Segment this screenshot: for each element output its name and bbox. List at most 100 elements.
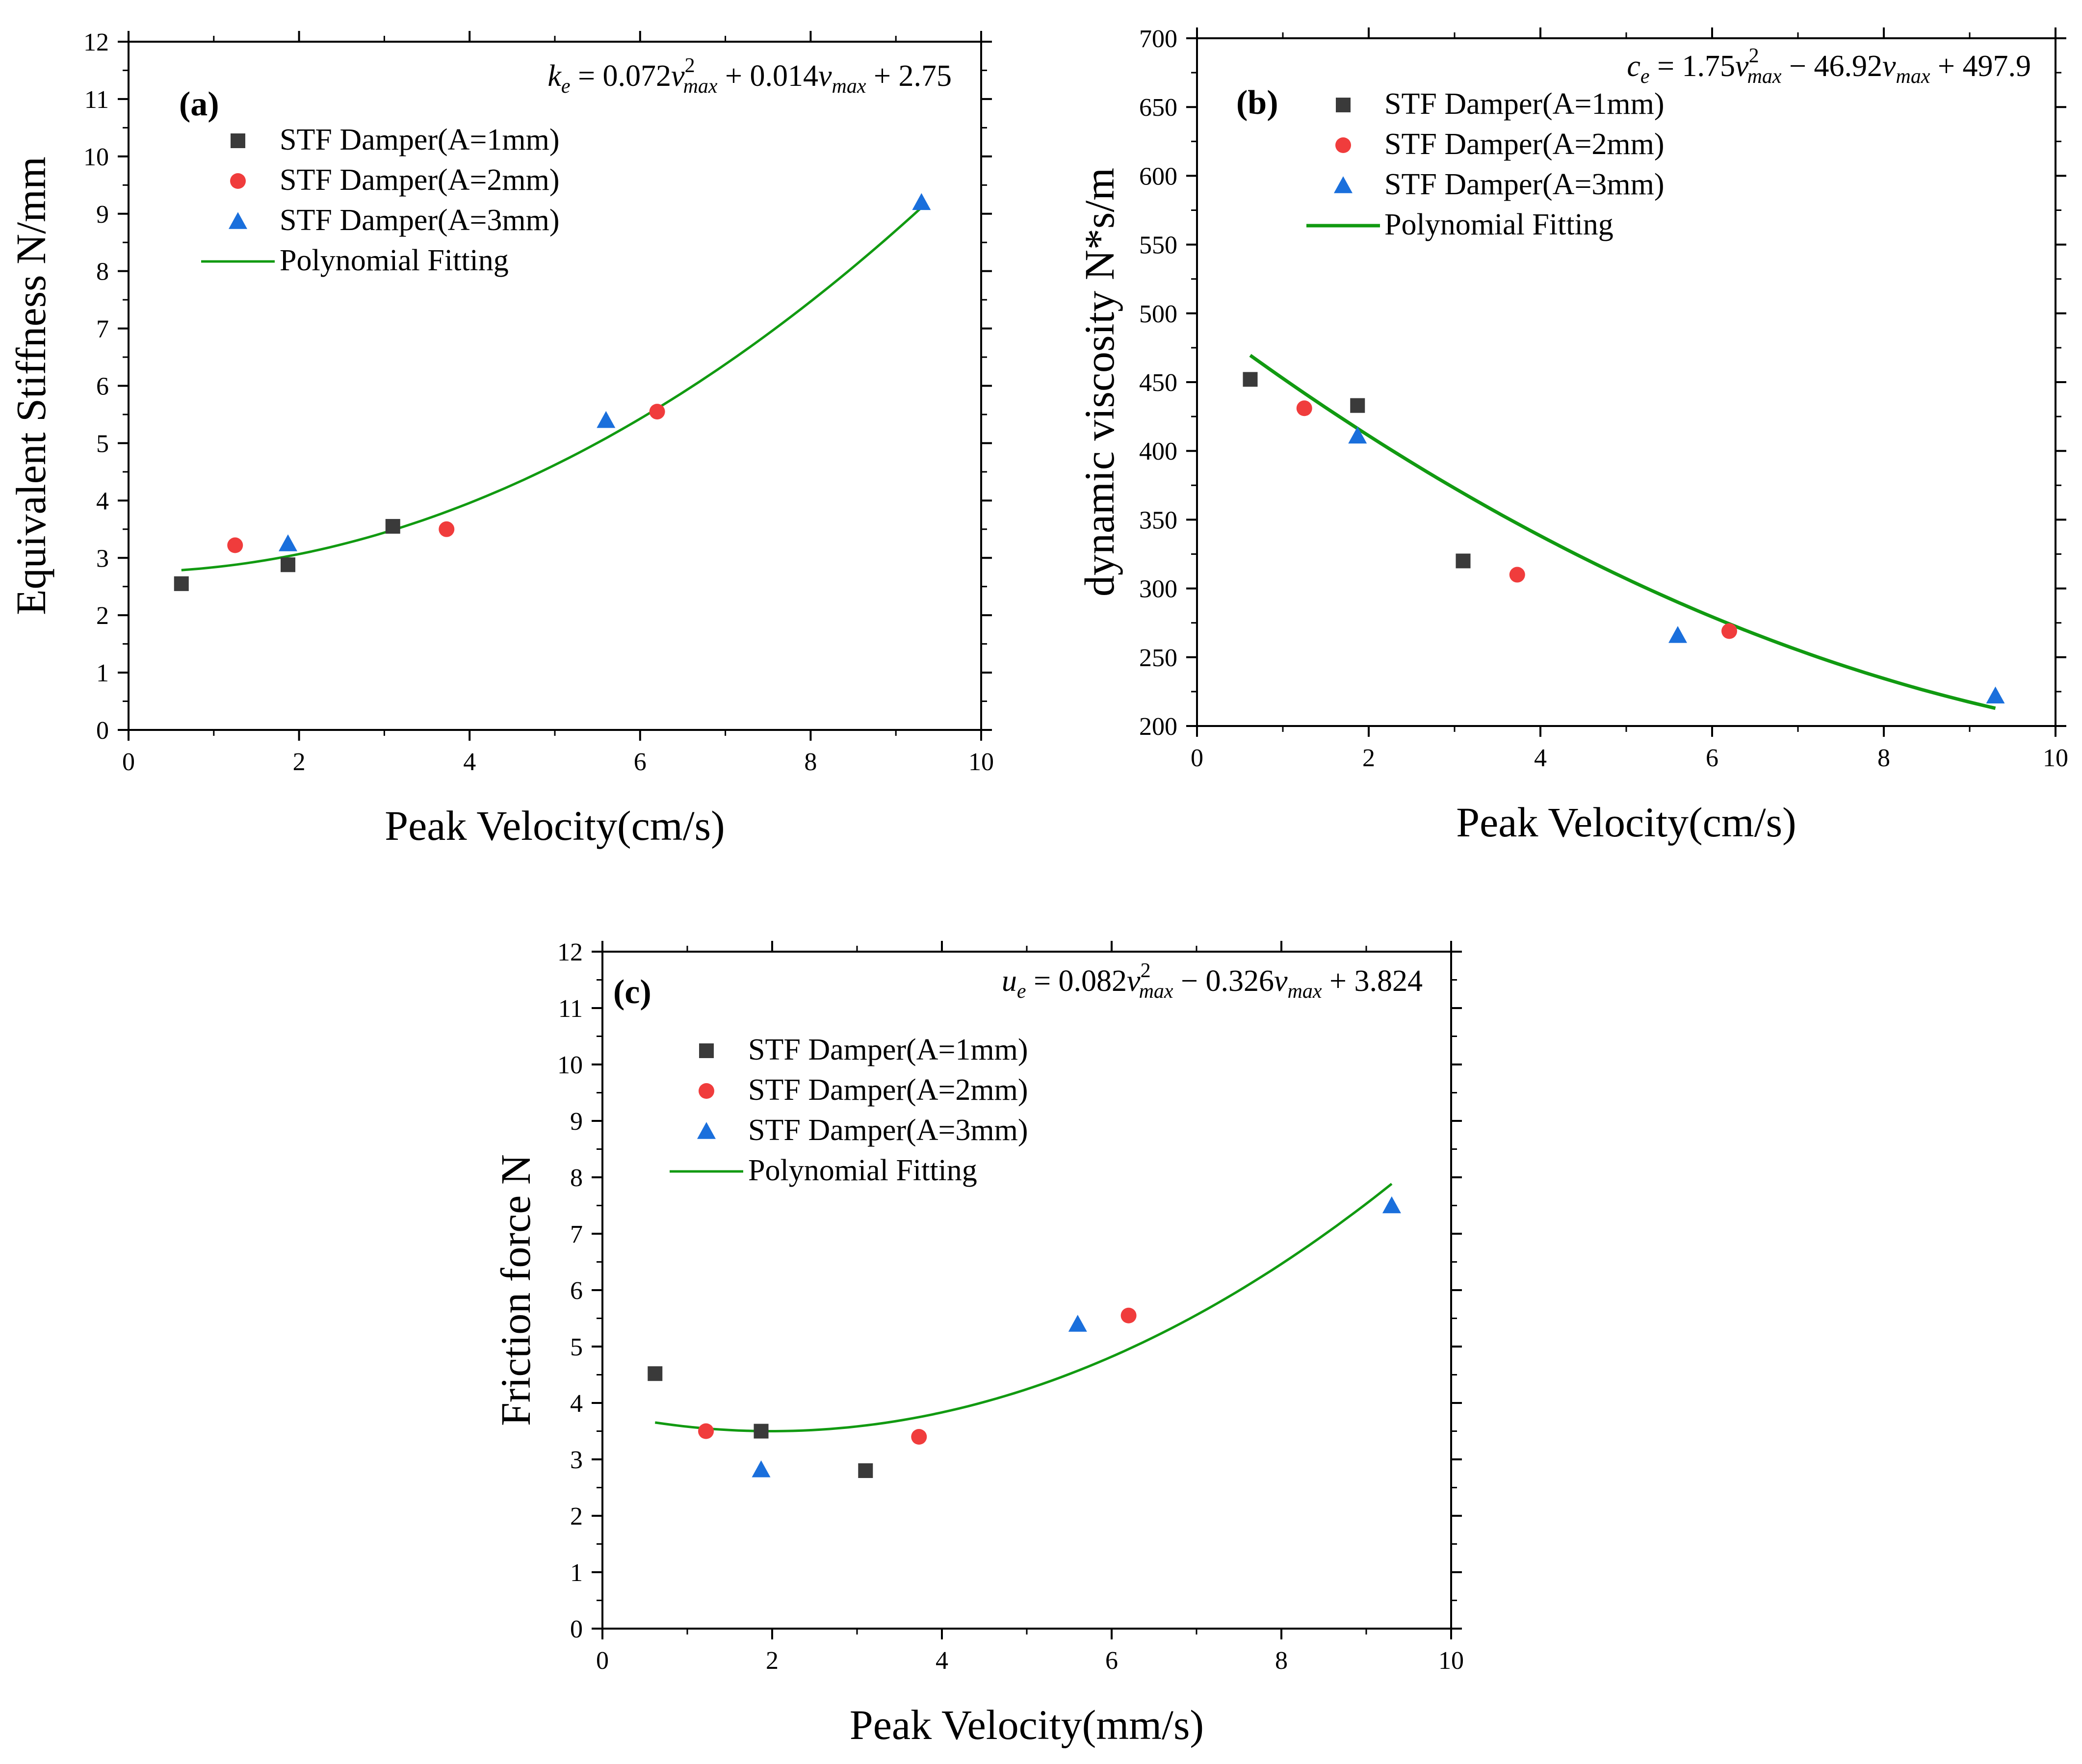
- y-tick-label: 3: [570, 1446, 583, 1474]
- data-point-series-3: [752, 1460, 771, 1478]
- y-tick-label: 12: [83, 28, 109, 56]
- equation-part: =: [571, 59, 603, 93]
- y-tick-label: 5: [96, 430, 109, 458]
- y-tick-label: 6: [570, 1277, 583, 1305]
- equation-part: max: [832, 75, 866, 98]
- y-tick-label: 4: [570, 1390, 583, 1418]
- data-point-series-3: [912, 193, 931, 210]
- legend-marker-series-2: [1335, 137, 1351, 153]
- data-point-series-2: [649, 404, 665, 420]
- panel-label: (b): [1236, 84, 1278, 122]
- legend-label-series-2: STF Damper(A=2mm): [280, 163, 560, 197]
- data-point-series-1: [648, 1366, 663, 1381]
- legend-marker-series-1: [699, 1043, 714, 1058]
- y-tick-label: 500: [1139, 300, 1177, 328]
- data-point-series-2: [1296, 400, 1312, 416]
- y-tick-label: 400: [1139, 438, 1177, 466]
- x-axis-title: Peak Velocity(mm/s): [850, 1701, 1204, 1748]
- y-tick-label: 8: [96, 258, 109, 286]
- x-tick-label: 10: [968, 748, 994, 776]
- legend-marker-series-2: [230, 173, 246, 189]
- equation-part: max: [1747, 65, 1782, 88]
- y-tick-label: 10: [83, 143, 109, 171]
- panel-label: (a): [179, 85, 219, 123]
- legend-label-series-3: STF Damper(A=3mm): [1384, 168, 1665, 201]
- data-point-series-2: [1721, 623, 1737, 639]
- data-point-series-3: [1068, 1315, 1087, 1332]
- legend-label-series-1: STF Damper(A=1mm): [280, 123, 560, 156]
- y-tick-label: 5: [570, 1333, 583, 1361]
- legend-label-series-2: STF Damper(A=2mm): [1384, 128, 1665, 161]
- y-axis-title: Equivalent Stiffness N/mm: [7, 156, 54, 615]
- equation-part: max: [1896, 65, 1930, 88]
- y-tick-label: 1: [570, 1559, 583, 1587]
- equation-part: − 46.92: [1782, 50, 1882, 83]
- data-point-series-3: [1668, 626, 1687, 643]
- y-tick-label: 12: [557, 938, 583, 966]
- data-point-series-1: [1456, 553, 1471, 569]
- equation-part: + 2.75: [866, 59, 952, 93]
- data-point-series-1: [858, 1463, 873, 1478]
- legend-label-fit: Polynomial Fitting: [748, 1154, 977, 1187]
- x-tick-label: 0: [596, 1647, 609, 1675]
- legend-marker-series-3: [1334, 176, 1353, 193]
- equation-part: e: [561, 75, 571, 98]
- equation-part: c: [1627, 50, 1640, 83]
- data-point-series-2: [698, 1423, 714, 1439]
- x-tick-label: 6: [634, 748, 647, 776]
- data-point-series-2: [439, 521, 455, 537]
- y-tick-label: 2: [96, 602, 109, 630]
- equation-part: + 0.014: [718, 59, 818, 93]
- data-point-series-1: [281, 557, 296, 572]
- fit-equation: ce = 1.75v2 max − 46.92vmax + 497.9: [1627, 45, 2031, 88]
- x-tick-label: 10: [2043, 744, 2068, 772]
- y-tick-label: 6: [96, 373, 109, 401]
- equation-part: =: [1026, 964, 1059, 998]
- data-point-series-2: [1509, 567, 1525, 583]
- y-tick-label: 9: [570, 1108, 583, 1136]
- legend-label-series-2: STF Damper(A=2mm): [748, 1073, 1028, 1107]
- x-tick-label: 8: [1275, 1647, 1288, 1675]
- equation-part: 0.082: [1059, 964, 1127, 998]
- equation-part: v: [1735, 50, 1749, 83]
- y-tick-label: 0: [96, 717, 109, 745]
- legend-marker-series-1: [1336, 98, 1351, 112]
- x-tick-label: 8: [1877, 744, 1890, 772]
- y-tick-label: 11: [84, 86, 109, 114]
- data-point-series-3: [1382, 1196, 1401, 1214]
- y-tick-label: 0: [570, 1615, 583, 1643]
- fit-curve: [181, 207, 922, 571]
- equation-part: 2: [1141, 960, 1151, 982]
- x-tick-label: 10: [1438, 1647, 1464, 1675]
- data-point-series-1: [1243, 372, 1258, 387]
- x-tick-label: 0: [122, 748, 135, 776]
- equation-part: − 0.326: [1173, 964, 1274, 998]
- y-tick-label: 11: [558, 995, 583, 1023]
- y-tick-label: 4: [96, 487, 109, 515]
- y-tick-label: 450: [1139, 369, 1177, 397]
- legend-marker-series-3: [697, 1122, 716, 1139]
- fit-curve: [654, 1183, 1393, 1432]
- equation-part: u: [1002, 964, 1017, 998]
- y-tick-label: 10: [557, 1051, 583, 1079]
- equation-part: k: [547, 59, 562, 93]
- data-point-series-1: [385, 519, 400, 534]
- legend-marker-series-1: [231, 133, 245, 148]
- x-tick-label: 8: [804, 748, 817, 776]
- legend: STF Damper(A=1mm) STF Damper(A=2mm) STF Da…: [201, 123, 560, 277]
- legend-marker-series-2: [699, 1083, 714, 1099]
- x-tick-label: 4: [1534, 744, 1547, 772]
- equation-part: v: [1882, 50, 1896, 83]
- fit-equation: ke = 0.072v2 max + 0.014vmax + 2.75: [547, 54, 952, 98]
- data-point-series-3: [279, 534, 298, 551]
- legend-label-fit: Polynomial Fitting: [280, 244, 509, 277]
- data-point-series-1: [174, 576, 189, 591]
- y-tick-label: 2: [570, 1503, 583, 1531]
- legend-label-series-1: STF Damper(A=1mm): [1384, 87, 1665, 121]
- equation-part: v: [818, 59, 832, 93]
- y-tick-label: 700: [1139, 25, 1177, 53]
- equation-part: 2: [685, 54, 695, 77]
- equation-part: max: [683, 75, 718, 98]
